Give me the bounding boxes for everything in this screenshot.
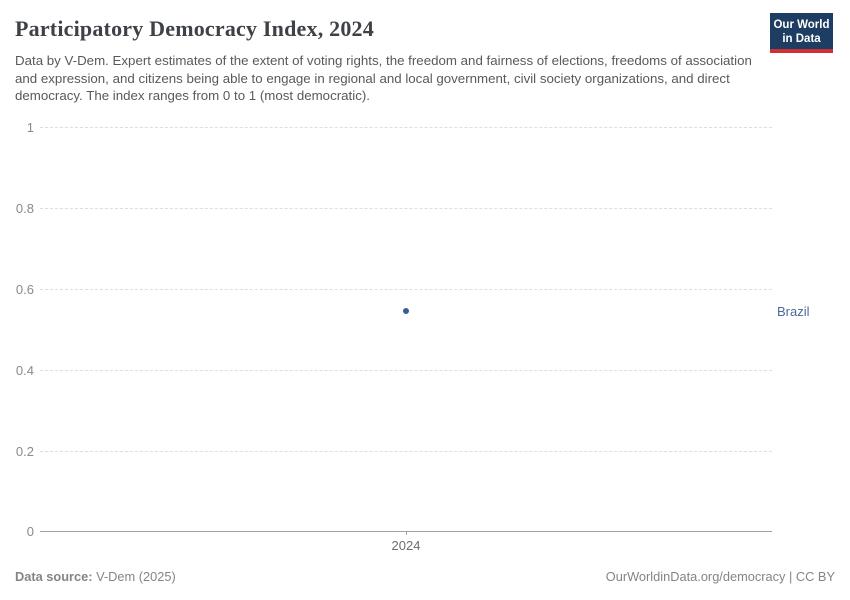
y-tick-label: 0.2 <box>15 444 34 459</box>
chart-subtitle: Data by V-Dem. Expert estimates of the e… <box>15 53 752 103</box>
gridline-0-4 <box>40 370 772 371</box>
owid-logo-line1: Our World <box>773 19 830 31</box>
y-tick-label: 0.6 <box>15 282 34 297</box>
y-tick-label: 0.8 <box>15 201 34 216</box>
gridline-0-8 <box>40 208 772 209</box>
data-source-value: V-Dem (2025) <box>96 569 176 584</box>
gridline-0-6 <box>40 289 772 290</box>
owid-logo-line2: in Data <box>782 33 821 45</box>
gridline-0-2 <box>40 451 772 452</box>
x-tick-mark <box>406 531 407 535</box>
data-point-brazil[interactable] <box>403 308 409 314</box>
page-title: Participatory Democracy Index, 2024 <box>15 16 374 41</box>
x-tick-label: 2024 <box>391 538 421 553</box>
entity-label-brazil[interactable]: Brazil <box>777 304 810 319</box>
y-tick-label: 0.4 <box>15 363 34 378</box>
gridline-1 <box>40 127 772 128</box>
y-tick-label: 0 <box>26 524 34 539</box>
data-source-label: Data source: <box>15 569 93 584</box>
owid-logo[interactable]: Our World in Data <box>770 13 833 53</box>
y-tick-label: 1 <box>26 120 34 135</box>
data-source: Data source: V-Dem (2025) <box>15 569 176 584</box>
chart-footer: Data source: V-Dem (2025) OurWorldinData… <box>15 569 835 584</box>
owid-attribution-link[interactable]: OurWorldinData.org/democracy | CC BY <box>605 569 835 584</box>
